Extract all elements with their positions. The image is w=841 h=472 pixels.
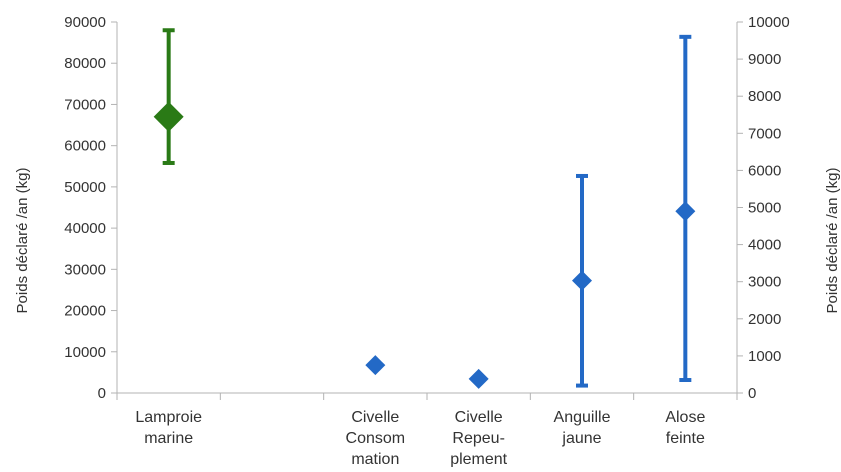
left-tick-label: 10000 [64, 344, 106, 361]
data-point-diamond [468, 368, 489, 389]
category-label-line: marine [144, 430, 193, 447]
left-tick-label: 0 [98, 385, 106, 402]
axes-layer [111, 21, 743, 400]
right-tick-label: 3000 [748, 274, 781, 291]
data-point-diamond [675, 201, 696, 222]
category-label-line: Repeu- [452, 430, 504, 447]
category-label-line: jaune [561, 430, 601, 447]
right-tick-label: 7000 [748, 125, 781, 142]
left-tick-label: 50000 [64, 179, 106, 196]
category-label: Anguille jaune [554, 409, 611, 447]
category-label-line: Anguille [554, 409, 611, 426]
left-tick-label: 30000 [64, 261, 106, 278]
right-tick-label: 0 [748, 385, 756, 402]
y-axis-title-left: Poids déclaré /an (kg) [14, 168, 31, 314]
category-label-line: Lamproie [135, 409, 202, 426]
labels-layer: 0100002000030000400005000060000700008000… [14, 14, 841, 468]
marks-layer [153, 28, 696, 389]
category-label: Lamproie marine [135, 409, 202, 447]
right-tick-label: 6000 [748, 162, 781, 179]
data-point-diamond [365, 355, 386, 376]
category-label: Civelle Consom mation [346, 409, 406, 467]
data-point-diamond [153, 101, 184, 132]
right-tick-label: 10000 [748, 14, 790, 31]
data-point-diamond [572, 270, 592, 291]
left-tick-label: 40000 [64, 220, 106, 237]
category-label-line: Consom [346, 430, 406, 447]
category-label-line: Civelle [351, 409, 399, 426]
category-label-line: Alose [665, 409, 705, 426]
y-axis-title-right: Poids déclaré /an (kg) [824, 168, 841, 314]
category-label-line: Civelle [455, 409, 503, 426]
left-tick-label: 80000 [64, 55, 106, 72]
right-tick-label: 5000 [748, 200, 781, 217]
right-tick-label: 1000 [748, 348, 781, 365]
category-label-line: feinte [666, 430, 705, 447]
left-tick-label: 70000 [64, 96, 106, 113]
left-tick-label: 60000 [64, 138, 106, 155]
right-tick-label: 2000 [748, 311, 781, 328]
category-label-line: plement [450, 451, 507, 467]
right-tick-label: 4000 [748, 237, 781, 254]
left-tick-label: 20000 [64, 303, 106, 320]
category-label: Alose feinte [665, 409, 705, 447]
category-label: Civelle Repeu-plement [450, 409, 507, 467]
left-tick-label: 90000 [64, 14, 106, 31]
right-tick-label: 8000 [748, 88, 781, 105]
right-tick-label: 9000 [748, 51, 781, 68]
category-label-line: mation [351, 451, 399, 467]
